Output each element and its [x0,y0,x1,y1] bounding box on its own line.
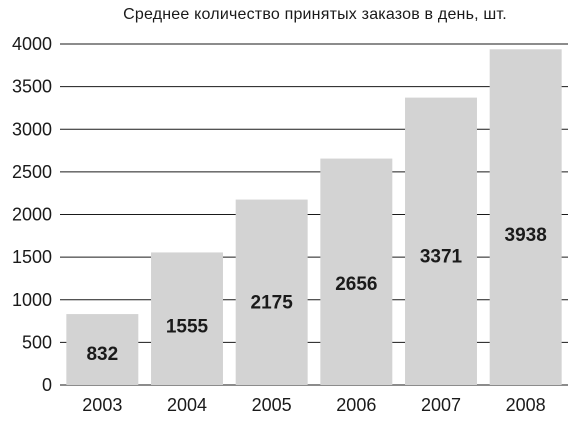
data-labels: 832 1555 2175 2656 3371 3938 [86,225,546,365]
chart-title: Среднее количество принятых заказов в де… [123,6,507,23]
data-label: 3371 [420,247,463,268]
data-label: 832 [86,344,118,365]
x-tick-label: 2005 [252,395,292,415]
x-tick-label: 2006 [336,395,376,415]
y-tick-label: 2500 [12,162,52,182]
data-label: 1555 [166,316,209,337]
x-tick-label: 2007 [421,395,461,415]
data-label: 3938 [505,225,547,246]
data-label: 2175 [251,293,294,314]
y-tick-label: 4000 [12,34,52,54]
y-tick-label: 2000 [12,205,52,225]
y-tick-label: 1000 [12,290,52,310]
gridlines [60,43,568,386]
bar-2008 [489,49,562,386]
y-tick-label: 3500 [12,77,52,97]
bar-2004 [151,252,223,385]
x-tick-label: 2004 [167,395,207,415]
bar-2005 [235,199,308,385]
y-tick-label: 0 [42,375,52,395]
bar-2003 [66,314,139,385]
y-tick-label: 3000 [12,119,52,139]
bar-2006 [320,158,393,385]
bar-2007 [405,97,477,385]
x-tick-label: 2008 [506,395,546,415]
x-axis-ticks: 2003 2004 2005 2006 2007 2008 [82,395,545,415]
bars [66,49,562,386]
x-tick-label: 2003 [82,395,122,415]
y-tick-label: 1500 [12,247,52,267]
data-label: 2656 [335,274,377,295]
y-axis-ticks: 0 500 1000 1500 2000 2500 3000 3500 4000 [12,34,52,395]
y-tick-label: 500 [22,332,52,352]
